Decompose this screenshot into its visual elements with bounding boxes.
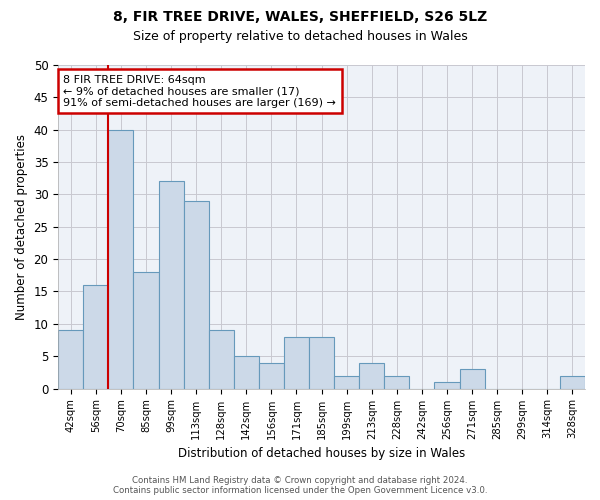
Text: Size of property relative to detached houses in Wales: Size of property relative to detached ho… [133, 30, 467, 43]
Bar [384, 376, 409, 388]
Bar [434, 382, 460, 388]
Bar [234, 356, 259, 388]
Y-axis label: Number of detached properties: Number of detached properties [15, 134, 28, 320]
Bar [209, 330, 234, 388]
X-axis label: Distribution of detached houses by size in Wales: Distribution of detached houses by size … [178, 447, 465, 460]
Bar [259, 362, 284, 388]
Bar [284, 337, 309, 388]
Bar [158, 182, 184, 388]
Text: Contains HM Land Registry data © Crown copyright and database right 2024.
Contai: Contains HM Land Registry data © Crown c… [113, 476, 487, 495]
Text: 8, FIR TREE DRIVE, WALES, SHEFFIELD, S26 5LZ: 8, FIR TREE DRIVE, WALES, SHEFFIELD, S26… [113, 10, 487, 24]
Bar [58, 330, 83, 388]
Bar [560, 376, 585, 388]
Text: 8 FIR TREE DRIVE: 64sqm
← 9% of detached houses are smaller (17)
91% of semi-det: 8 FIR TREE DRIVE: 64sqm ← 9% of detached… [64, 74, 336, 108]
Bar [334, 376, 359, 388]
Bar [83, 285, 109, 389]
Bar [184, 201, 209, 388]
Bar [133, 272, 158, 388]
Bar [359, 362, 384, 388]
Bar [309, 337, 334, 388]
Bar [109, 130, 133, 388]
Bar [460, 369, 485, 388]
